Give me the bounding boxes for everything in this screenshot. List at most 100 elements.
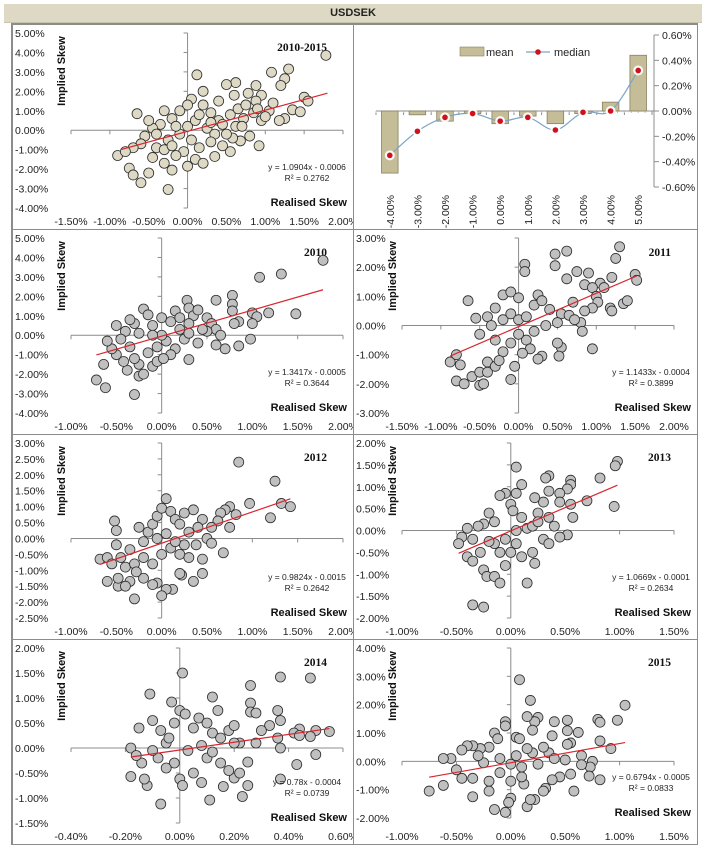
data-point	[467, 533, 479, 545]
scatter-panel-2015: -2.00% -1.00% 0.00% 1.00% 2.00% 3.00% 4.00% -1.…	[353, 639, 698, 845]
data-point	[210, 339, 222, 351]
y-tick-label: 0.00%	[356, 321, 386, 333]
y-tick-label: 3.00%	[15, 272, 45, 284]
median-marker	[607, 108, 614, 114]
y-tick-label: 1.00%	[356, 728, 386, 740]
r-squared-label: R² = 0.0833	[629, 783, 674, 793]
x-tick-label: 1.00%	[605, 831, 635, 843]
data-point	[548, 520, 560, 532]
data-point	[90, 374, 102, 386]
median-line	[389, 70, 639, 156]
scatter-chart-2012: -2.50% -2.00% -1.50% -1.00% -0.50% 0.00% 0.50%…	[15, 438, 358, 638]
data-point	[166, 164, 178, 176]
data-point	[228, 89, 240, 101]
data-point	[467, 555, 479, 567]
trendline	[458, 484, 618, 554]
data-point	[151, 341, 163, 353]
data-point	[110, 539, 122, 551]
data-point	[224, 521, 236, 533]
data-point	[142, 347, 154, 359]
chart-title: 2011	[649, 247, 672, 259]
y-tick-label: 2.00%	[15, 470, 45, 482]
r-squared-label: R² = 0.2762	[285, 173, 330, 183]
data-point	[503, 797, 515, 808]
data-point	[510, 461, 522, 473]
data-point	[493, 355, 505, 366]
x-tick-label: -1.00%	[54, 421, 87, 433]
data-point	[461, 522, 473, 534]
y-axis-title: Implied Skew	[56, 36, 68, 106]
y-tick-label: 5.00%	[15, 233, 45, 245]
data-point	[510, 487, 522, 499]
page-header: USDSEK	[4, 4, 702, 23]
data-point	[187, 504, 199, 516]
y-tick-label: -4.00%	[15, 203, 48, 215]
data-point	[497, 314, 509, 326]
x-tick-label: 2.00%	[328, 626, 358, 638]
data-point	[610, 253, 622, 264]
bar-mean	[408, 110, 427, 116]
data-point	[516, 511, 528, 523]
trendline-equation: y = 1.3417x - 0.0005	[268, 367, 346, 377]
data-point	[234, 767, 246, 779]
y-tick-label: -1.00%	[356, 350, 389, 362]
data-point	[221, 128, 232, 140]
data-point	[586, 282, 598, 293]
scatter-chart-2015: -2.00% -1.00% 0.00% 1.00% 2.00% 3.00% 4.00% -1.…	[356, 643, 691, 843]
x-tick-label: 1.50%	[659, 831, 689, 843]
x-category-label: 1.00%	[523, 195, 535, 225]
x-tick-label: 0.00%	[496, 831, 526, 843]
data-point	[178, 507, 190, 519]
data-point	[174, 548, 186, 560]
data-point	[133, 722, 145, 734]
data-point	[520, 334, 532, 346]
data-point	[197, 568, 208, 579]
x-axis-title: Realised Skew	[615, 607, 692, 619]
data-point	[594, 735, 606, 747]
data-point	[156, 590, 168, 602]
median-marker	[552, 127, 559, 133]
data-point	[275, 715, 286, 726]
data-point	[160, 528, 172, 540]
median-marker	[497, 118, 503, 124]
x-tick-label: -1.00%	[385, 626, 418, 638]
data-point	[215, 329, 227, 341]
data-point	[606, 305, 618, 317]
data-point	[569, 314, 580, 326]
data-point	[143, 115, 155, 126]
median-marker	[442, 114, 448, 121]
data-point	[538, 741, 549, 753]
y-tick-label: 2.50%	[15, 454, 45, 466]
data-point	[499, 720, 511, 732]
legend: mean median	[459, 46, 590, 59]
y-tick-label: 0.50%	[356, 504, 386, 516]
data-point	[182, 745, 194, 756]
y-tick-label: 1.00%	[356, 291, 386, 303]
data-point	[529, 492, 541, 504]
data-point	[549, 248, 561, 260]
legend-label-mean: mean	[486, 47, 514, 59]
data-point	[507, 505, 519, 517]
x-tick-label: 0.50%	[543, 421, 573, 433]
data-point	[543, 511, 555, 523]
data-point	[546, 730, 558, 742]
x-tick-label: 0.50%	[192, 626, 222, 638]
median-marker	[580, 109, 586, 116]
data-point	[162, 184, 174, 195]
x-category-label: 5.00%	[633, 195, 645, 225]
median-marker	[414, 128, 421, 135]
data-point	[187, 722, 199, 734]
data-point	[151, 510, 163, 522]
chart-title: 2013	[648, 452, 671, 464]
data-point	[285, 501, 296, 513]
data-point	[499, 560, 511, 571]
data-point	[207, 746, 218, 758]
x-tick-label: 1.50%	[283, 626, 313, 638]
data-point	[472, 520, 484, 532]
x-tick-label: -1.50%	[385, 421, 418, 433]
y-axis-title: Implied Skew	[387, 446, 399, 516]
data-point	[187, 576, 199, 587]
data-point	[182, 160, 193, 172]
data-point	[272, 705, 284, 716]
y-tick-label: 1.00%	[15, 693, 45, 705]
